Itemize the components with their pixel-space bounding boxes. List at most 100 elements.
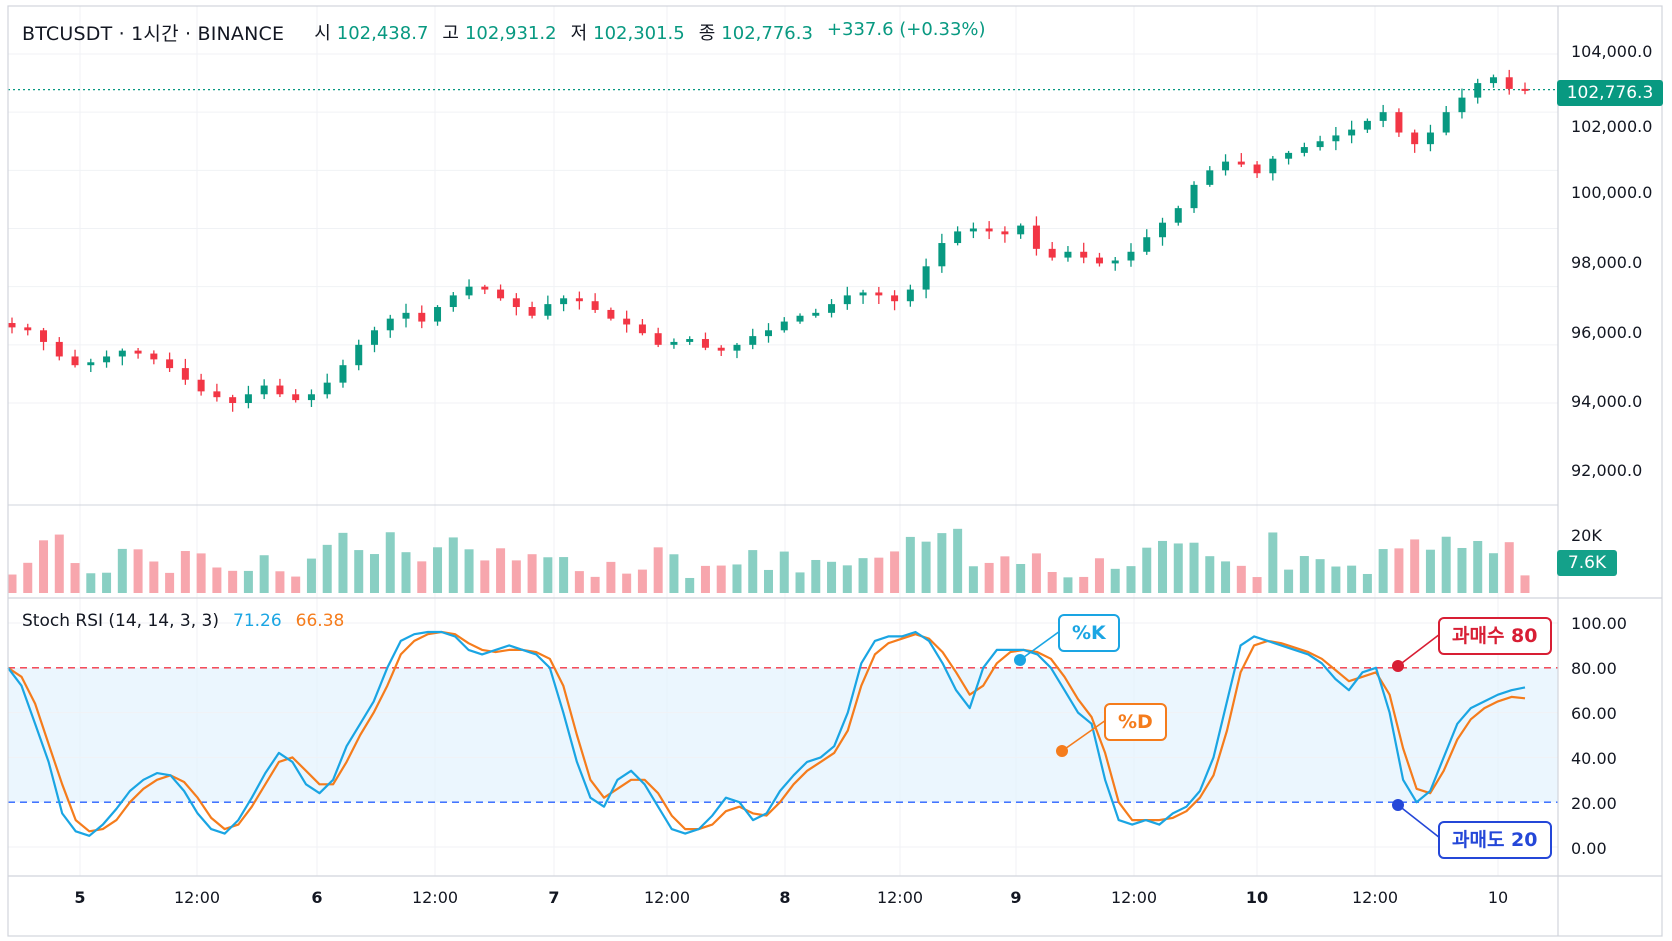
volume-bar <box>1268 532 1278 593</box>
time-tick: 6 <box>311 888 323 907</box>
overbought-callout: 과매수 80 <box>1438 617 1552 655</box>
volume-bar <box>243 570 253 593</box>
time-tick: 12:00 <box>876 888 924 907</box>
volume-bar <box>259 555 269 593</box>
volume-bar <box>338 532 348 593</box>
candle-body <box>1095 257 1103 264</box>
volume-bar <box>165 572 175 593</box>
time-tick: 8 <box>779 888 791 907</box>
stoch-tick: 0.00 <box>1571 839 1607 858</box>
stoch-tick: 100.00 <box>1571 614 1627 633</box>
candle-body <box>765 330 772 337</box>
candle-body <box>1032 225 1040 249</box>
candle-body <box>1206 170 1214 185</box>
volume-bars <box>7 528 1530 593</box>
volume-tick: 20K <box>1571 526 1602 545</box>
volume-bar <box>590 576 600 593</box>
volume-bar <box>764 569 773 593</box>
close-value: 102,776.3 <box>721 23 813 44</box>
volume-bar <box>102 572 112 593</box>
candle-body <box>560 298 568 305</box>
volume-bar <box>39 540 49 593</box>
indicator-legend: Stoch RSI (14, 14, 3, 3) 71.26 66.38 <box>22 611 344 631</box>
volume-bar <box>1299 556 1309 593</box>
volume-bar <box>354 550 364 593</box>
candle-body <box>1521 88 1529 91</box>
time-tick: 12:00 <box>411 888 459 907</box>
candle-body <box>1348 129 1356 136</box>
candle-body <box>701 339 709 348</box>
stoch-band <box>8 622 1558 848</box>
candles <box>8 69 1529 412</box>
candle-body <box>87 362 95 366</box>
price-tick: 98,000.0 <box>1571 253 1643 272</box>
candle-body <box>1143 237 1151 252</box>
time-tick: 12:00 <box>643 888 691 907</box>
time-tick: 10 <box>1245 888 1269 907</box>
volume-bar <box>417 561 427 593</box>
stoch-tick: 80.00 <box>1571 659 1617 678</box>
candle-body <box>638 324 646 334</box>
candle-body <box>1222 161 1230 171</box>
candle-body <box>1064 251 1072 258</box>
volume-bar <box>511 560 521 593</box>
candle-body <box>260 385 268 395</box>
candle-body <box>1253 164 1261 174</box>
volume-bar <box>748 550 758 593</box>
volume-bar <box>1284 569 1294 593</box>
candle-body <box>1300 147 1308 153</box>
candle-body <box>733 344 741 351</box>
candle-body <box>449 295 457 308</box>
volume-bar <box>732 564 742 593</box>
volume-bar <box>133 549 143 593</box>
candle-body <box>1159 222 1167 238</box>
volume-bar <box>322 544 332 593</box>
volume-bar <box>905 536 915 593</box>
low-value: 102,301.5 <box>593 23 685 44</box>
candle-body <box>985 228 993 232</box>
k-value: 71.26 <box>233 611 282 631</box>
volume-bar <box>1189 542 1199 593</box>
candle-body <box>1285 152 1293 159</box>
candle-body <box>276 385 284 395</box>
volume-bar <box>369 554 379 593</box>
candle-body <box>938 243 946 267</box>
volume-bar <box>559 557 569 593</box>
time-tick: 10 <box>1487 888 1509 907</box>
price-tick: 92,000.0 <box>1571 461 1643 480</box>
candle-body <box>1332 135 1340 142</box>
candle-body <box>229 397 237 403</box>
symbol-title[interactable]: BTCUSDT · 1시간 · BINANCE <box>22 22 285 45</box>
volume-bar <box>953 528 963 593</box>
candle-body <box>607 309 615 319</box>
candle-body <box>1505 77 1513 89</box>
candle-body <box>370 330 378 345</box>
candle-body <box>1174 208 1182 223</box>
volume-bar <box>1221 561 1231 593</box>
open-label: 시 <box>314 23 331 44</box>
volume-bar <box>1236 565 1246 593</box>
d-callout: %D <box>1104 703 1167 741</box>
candle-body <box>386 318 394 331</box>
volume-bar <box>7 574 17 593</box>
candle-body <box>339 365 347 383</box>
pane-frames <box>7 5 1663 937</box>
candle-body <box>497 289 505 299</box>
time-tick: 9 <box>1010 888 1022 907</box>
volume-bar <box>653 547 663 593</box>
volume-bar <box>1126 566 1136 593</box>
candle-body <box>213 391 221 398</box>
candle-body <box>434 307 442 322</box>
candle-body <box>717 347 725 351</box>
k-callout: %K <box>1058 614 1120 652</box>
volume-bar <box>842 565 852 593</box>
oversold-marker <box>1392 799 1404 811</box>
volume-bar <box>1063 577 1073 593</box>
d-leader <box>1061 719 1107 752</box>
volume-bar <box>275 571 285 593</box>
volume-bar <box>1347 565 1357 593</box>
indicator-name[interactable]: Stoch RSI (14, 14, 3, 3) <box>22 611 219 631</box>
volume-bar <box>716 565 726 593</box>
candle-body <box>859 292 867 296</box>
volume-bar <box>669 554 679 593</box>
